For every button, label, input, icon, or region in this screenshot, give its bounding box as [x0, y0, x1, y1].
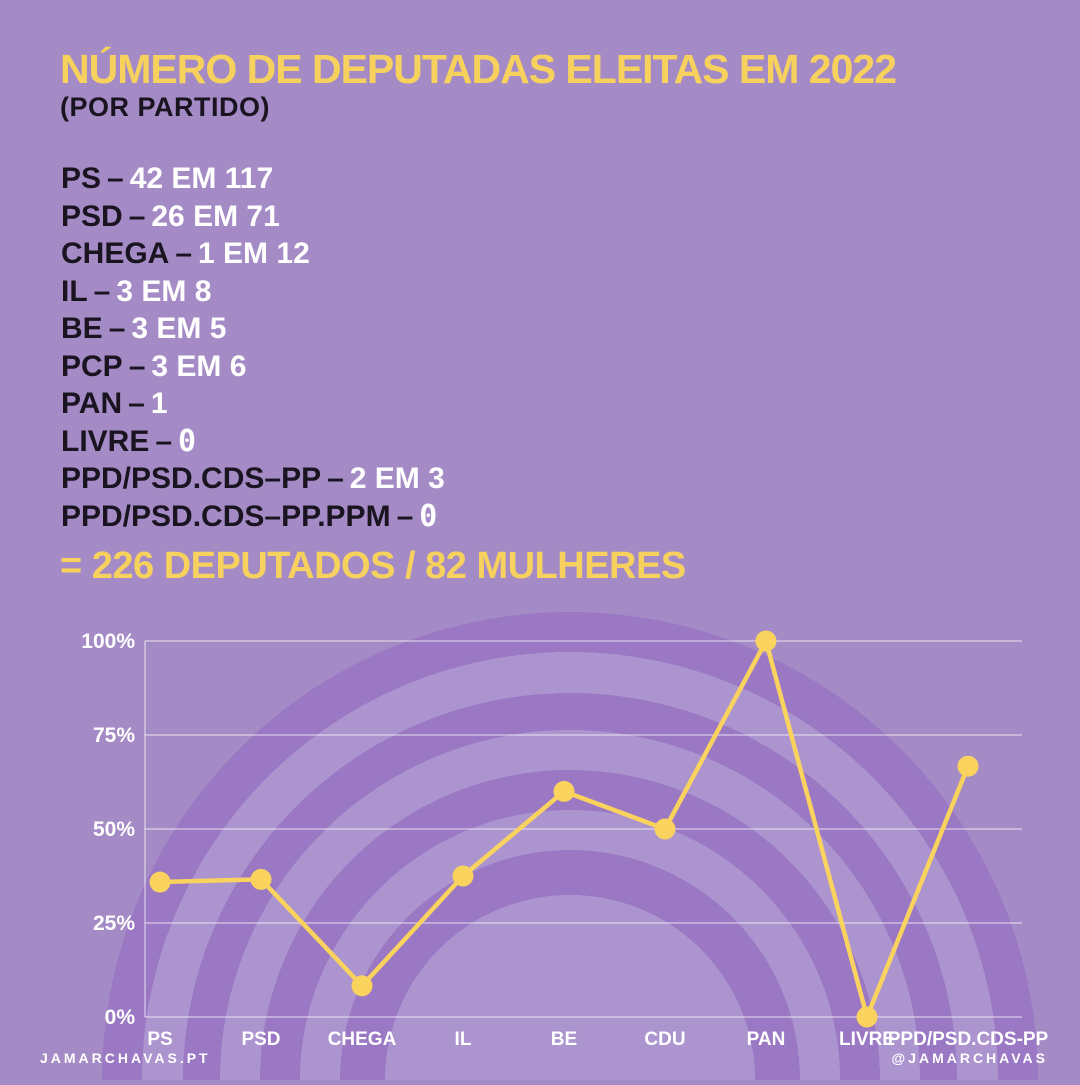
x-axis-label: CDU: [644, 1029, 685, 1050]
data-point: [755, 630, 777, 652]
data-point: [351, 975, 373, 997]
y-axis-label: 50%: [93, 818, 135, 841]
x-axis-label: LIVRE: [839, 1029, 895, 1050]
y-axis-label: 100%: [81, 630, 135, 653]
data-point: [553, 780, 575, 802]
y-axis-label: 0%: [105, 1006, 136, 1029]
x-axis-label: PPD/PSD.CDS-PP: [888, 1029, 1049, 1050]
x-axis-label: PAN: [747, 1029, 786, 1050]
data-point: [452, 865, 474, 887]
data-point: [957, 755, 979, 777]
y-axis-label: 75%: [93, 724, 135, 747]
data-point: [149, 871, 171, 893]
x-axis-label: IL: [455, 1029, 472, 1050]
x-axis-label: PSD: [241, 1029, 280, 1050]
data-point: [250, 868, 272, 890]
x-axis-label: PS: [147, 1029, 172, 1050]
x-axis-label: CHEGA: [328, 1029, 397, 1050]
data-point: [856, 1006, 878, 1028]
y-axis-label: 25%: [93, 912, 135, 935]
x-axis-label: BE: [551, 1029, 577, 1050]
data-point: [654, 818, 676, 840]
